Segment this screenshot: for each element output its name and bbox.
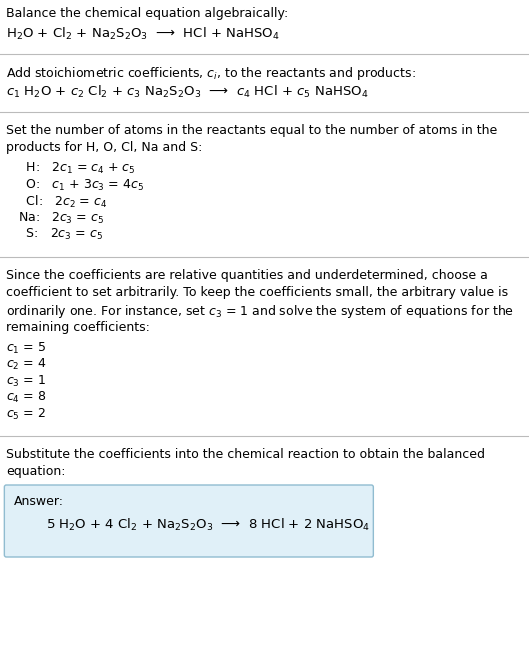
Text: O:   $c_1$ + 3$c_3$ = 4$c_5$: O: $c_1$ + 3$c_3$ = 4$c_5$ (19, 177, 144, 193)
Text: Cl:   2$c_2$ = $c_4$: Cl: 2$c_2$ = $c_4$ (19, 194, 107, 210)
Text: $c_4$ = 8: $c_4$ = 8 (6, 390, 47, 405)
Text: Balance the chemical equation algebraically:: Balance the chemical equation algebraica… (6, 7, 289, 20)
Text: H:   2$c_1$ = $c_4$ + $c_5$: H: 2$c_1$ = $c_4$ + $c_5$ (19, 161, 136, 176)
Text: $c_1$ H$_2$O + $c_2$ Cl$_2$ + $c_3$ Na$_2$S$_2$O$_3$  ⟶  $c_4$ HCl + $c_5$ NaHSO: $c_1$ H$_2$O + $c_2$ Cl$_2$ + $c_3$ Na$_… (6, 84, 369, 100)
Text: ordinarily one. For instance, set $c_3$ = 1 and solve the system of equations fo: ordinarily one. For instance, set $c_3$ … (6, 303, 515, 321)
Text: Since the coefficients are relative quantities and underdetermined, choose a: Since the coefficients are relative quan… (6, 269, 488, 281)
Text: Answer:: Answer: (14, 495, 65, 508)
Text: 5 H$_2$O + 4 Cl$_2$ + Na$_2$S$_2$O$_3$  ⟶  8 HCl + 2 NaHSO$_4$: 5 H$_2$O + 4 Cl$_2$ + Na$_2$S$_2$O$_3$ ⟶… (47, 517, 371, 533)
Text: H$_2$O + Cl$_2$ + Na$_2$S$_2$O$_3$  ⟶  HCl + NaHSO$_4$: H$_2$O + Cl$_2$ + Na$_2$S$_2$O$_3$ ⟶ HCl… (6, 25, 280, 41)
FancyBboxPatch shape (4, 485, 373, 557)
Text: Substitute the coefficients into the chemical reaction to obtain the balanced: Substitute the coefficients into the che… (6, 448, 485, 461)
Text: products for H, O, Cl, Na and S:: products for H, O, Cl, Na and S: (6, 141, 203, 155)
Text: equation:: equation: (6, 466, 66, 478)
Text: Na:   2$c_3$ = $c_5$: Na: 2$c_3$ = $c_5$ (19, 211, 104, 225)
Text: $c_5$ = 2: $c_5$ = 2 (6, 406, 46, 422)
Text: $c_3$ = 1: $c_3$ = 1 (6, 374, 47, 389)
Text: Add stoichiometric coefficients, $c_i$, to the reactants and products:: Add stoichiometric coefficients, $c_i$, … (6, 65, 416, 83)
Text: Set the number of atoms in the reactants equal to the number of atoms in the: Set the number of atoms in the reactants… (6, 124, 498, 137)
Text: S:   2$c_3$ = $c_5$: S: 2$c_3$ = $c_5$ (19, 227, 103, 242)
Text: remaining coefficients:: remaining coefficients: (6, 321, 150, 334)
Text: $c_2$ = 4: $c_2$ = 4 (6, 357, 47, 372)
Text: $c_1$ = 5: $c_1$ = 5 (6, 340, 47, 356)
Text: coefficient to set arbitrarily. To keep the coefficients small, the arbitrary va: coefficient to set arbitrarily. To keep … (6, 286, 508, 299)
